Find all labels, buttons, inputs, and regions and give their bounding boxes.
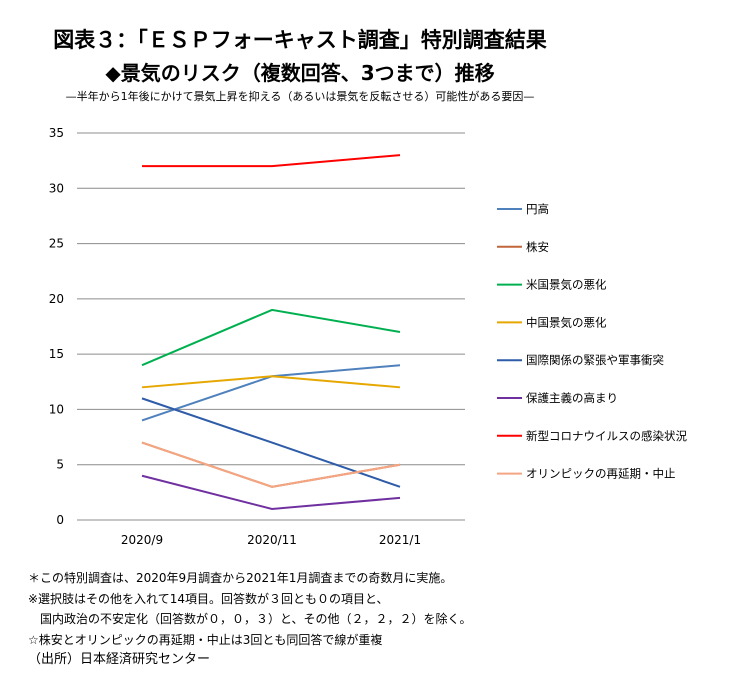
note: 国内政治の不安定化（回答数が０，０，３）と、その他（２，２，２）を除く。	[28, 612, 472, 626]
series-line	[141, 308, 401, 367]
legend-label: 新型コロナウイルスの感染状況	[526, 429, 687, 443]
line-chart: 0 5 10 15 20 25 30 35 2020/9 2020/11 2021/1 円高株安米国景…	[49, 126, 688, 547]
legend-label: オリンピックの再延期・中止	[526, 467, 676, 481]
series-line	[141, 441, 401, 488]
series-line	[141, 397, 401, 488]
legend-label: 国際関係の緊張や軍事衝突	[526, 353, 664, 367]
source-note: （出所）日本経済研究センター	[28, 652, 211, 667]
y-tick-label: 30	[49, 181, 64, 195]
notes: ＊この特別調査は、2020年9月調査から2021年1月調査までの奇数月に実施。 …	[28, 568, 472, 671]
legend-label: 株安	[526, 240, 549, 254]
y-tick-label: 0	[56, 513, 64, 527]
x-tick-label: 2020/11	[247, 533, 297, 547]
series-line	[142, 154, 401, 168]
y-tick-label: 15	[49, 347, 64, 361]
chart-subtitle: ◆景気のリスク（複数回答、3つまで）推移	[105, 61, 495, 85]
y-tick-label: 5	[56, 458, 64, 472]
y-tick-label: 25	[49, 237, 64, 251]
series-line	[141, 375, 401, 389]
chart-caption: —半年から1年後にかけて景気上昇を抑える（あるいは景気を反転させる）可能性がある…	[65, 90, 535, 103]
series-line	[141, 474, 401, 510]
legend-label: 円高	[526, 202, 549, 216]
note: ☆株安とオリンピックの再延期・中止は3回とも同回答で線が重複	[28, 632, 383, 647]
x-tick-label: 2020/9	[121, 533, 163, 547]
note: ＊この特別調査は、2020年9月調査から2021年1月調査までの奇数月に実施。	[28, 571, 453, 585]
legend-label: 保護主義の高まり	[526, 391, 618, 405]
x-tick-label: 2021/1	[379, 533, 421, 547]
legend-label: 中国景気の悪化	[526, 315, 607, 329]
chart-title: 図表３：「ＥＳＰフォーキャスト調査」特別調査結果	[53, 28, 547, 52]
note: ※選択肢はその他を入れて14項目。回答数が３回とも０の項目と、	[28, 591, 389, 606]
legend-label: 米国景気の悪化	[526, 278, 607, 292]
y-tick-label: 20	[49, 292, 64, 306]
y-tick-label: 10	[49, 402, 64, 416]
y-tick-label: 35	[49, 126, 64, 140]
